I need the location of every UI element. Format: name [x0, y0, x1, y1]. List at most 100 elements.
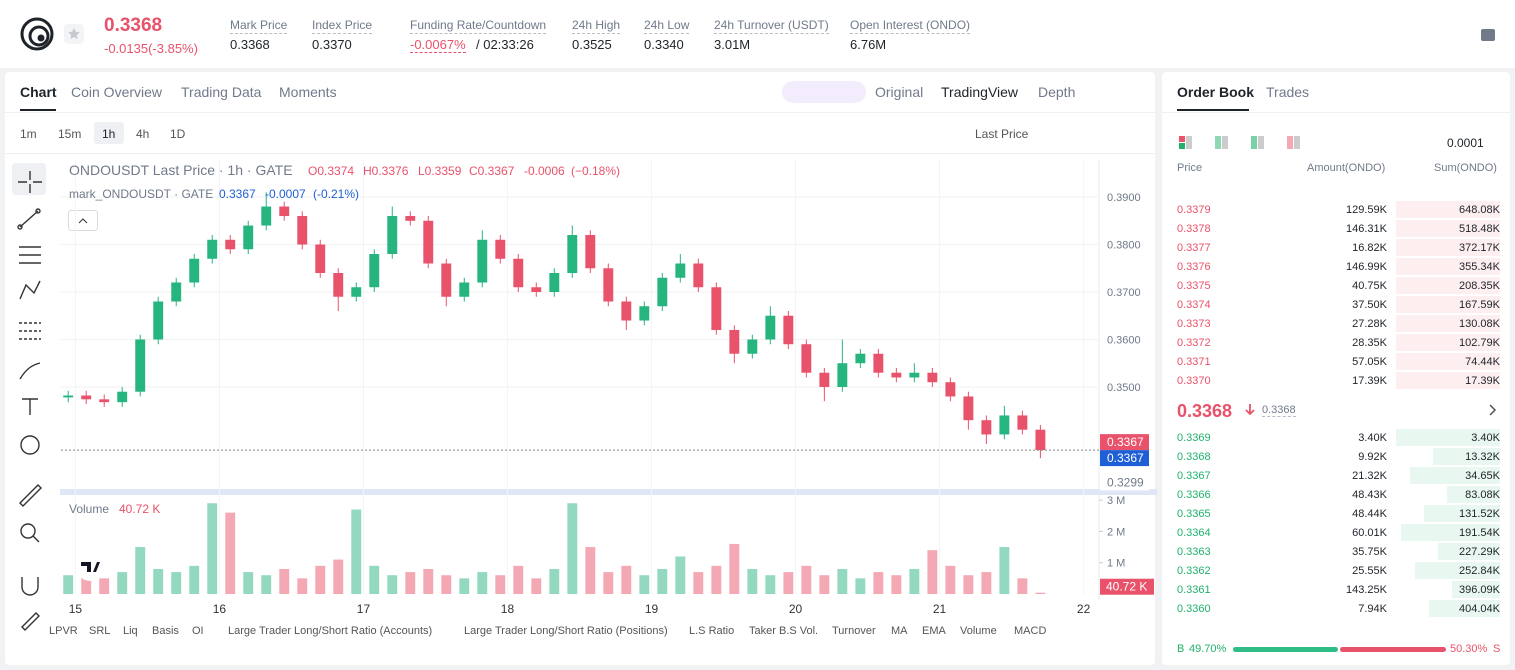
ob-amount: 35.75K	[1352, 546, 1387, 558]
book-layout-icons[interactable]	[1177, 134, 1307, 152]
ob-tab[interactable]: Trades	[1266, 84, 1310, 100]
interval[interactable]: 15m	[58, 127, 82, 141]
candle-body	[891, 372, 902, 378]
volume-bar	[243, 572, 254, 594]
crosshair-tool[interactable]	[12, 163, 46, 195]
indicator[interactable]: MA	[891, 625, 908, 637]
indicator[interactable]: Basis	[152, 625, 179, 637]
indicator[interactable]: Large Trader Long/Short Ratio (Positions…	[464, 625, 668, 637]
view-tab[interactable]: TradingView	[941, 84, 1019, 100]
indicator[interactable]: EMA	[922, 625, 946, 637]
favorite-star[interactable]	[64, 24, 84, 44]
candle-body	[747, 339, 758, 354]
price-type[interactable]: Last Price	[975, 127, 1029, 141]
candle-body	[927, 372, 938, 383]
view-tab[interactable]: Original	[875, 84, 924, 100]
candle-body	[459, 282, 470, 297]
candle-body	[981, 420, 992, 435]
interval[interactable]: 1h	[102, 127, 116, 141]
candle-body	[675, 263, 686, 278]
candle-body	[963, 396, 974, 421]
candle-body	[333, 273, 344, 297]
indicator[interactable]: MACD	[1014, 625, 1047, 637]
depth-bar	[1433, 448, 1500, 465]
chart-tab-underline	[20, 109, 56, 111]
ob-price: 0.3367	[1177, 470, 1211, 482]
price-marker-bg	[1100, 434, 1149, 451]
ob-sum: 3.40K	[1471, 432, 1500, 444]
interval[interactable]: 4h	[136, 127, 150, 141]
depth-bar	[1396, 429, 1500, 446]
chart-tab[interactable]: Trading Data	[181, 84, 262, 100]
view-tab[interactable]: Depth	[1038, 84, 1076, 100]
indicator[interactable]: Large Trader Long/Short Ratio (Accounts)	[228, 625, 433, 637]
volume-bar	[549, 568, 560, 594]
interval[interactable]: 1m	[20, 127, 37, 141]
indicator[interactable]: Turnover	[832, 625, 876, 637]
depth-bar	[1429, 600, 1500, 617]
legend-ohlc: H0.3376	[363, 164, 409, 178]
volume-bar	[153, 568, 164, 594]
ob-amount: 27.28K	[1352, 318, 1387, 330]
candle-body	[837, 363, 848, 387]
ob-tab[interactable]: Order Book	[1177, 84, 1255, 100]
chart: 0.3900 0.3800 0.3700 0.3600 0.3500 3 M 2 M 1 M 1…	[60, 160, 1157, 616]
depth-bar	[1396, 315, 1500, 332]
interval[interactable]: 1D	[170, 127, 186, 141]
candle-body	[549, 273, 560, 292]
depth-bar	[1396, 201, 1500, 218]
x-tick-label: 22	[1077, 602, 1091, 616]
price-marker-bg	[1100, 450, 1149, 467]
candle-body	[873, 353, 884, 373]
indicator[interactable]: SRL	[89, 625, 111, 637]
volume-bar	[999, 547, 1010, 594]
volume-tick-label: 3 M	[1107, 495, 1125, 507]
stat-label: Open Interest (ONDO)	[850, 18, 971, 34]
candle-body	[531, 287, 542, 292]
candle-body	[999, 415, 1010, 435]
indicator[interactable]: Volume	[960, 625, 997, 637]
candle-body	[297, 216, 308, 245]
volume-bar	[117, 572, 128, 594]
indicator[interactable]: L.S Ratio	[689, 625, 735, 637]
ob-amount: 37.50K	[1352, 299, 1387, 311]
ob-amount: 17.39K	[1352, 375, 1387, 387]
indicator[interactable]: Liq	[123, 625, 138, 637]
precision[interactable]: 0.0001	[1447, 136, 1484, 150]
volume-bar	[297, 578, 308, 594]
chart-tab[interactable]: Moments	[279, 84, 337, 100]
ob-amount: 9.92K	[1358, 451, 1387, 463]
pane-separator	[60, 489, 1157, 495]
down-arrow	[1245, 404, 1255, 416]
indicator[interactable]: LPVR	[49, 625, 78, 637]
candle-body	[153, 301, 164, 340]
volume-bar	[657, 568, 668, 594]
chart-tab[interactable]: Coin Overview	[71, 84, 163, 100]
candle-body	[1017, 415, 1028, 430]
candle-body	[441, 263, 452, 297]
indicator[interactable]: Taker B.S Vol.	[749, 625, 819, 637]
candle-body	[513, 258, 524, 288]
legend-ohlc: -0.0006	[524, 164, 565, 178]
volume-bar	[891, 575, 902, 594]
drawing-tools[interactable]	[14, 165, 48, 645]
settings-icon[interactable]	[1481, 29, 1495, 41]
ob-sum: 74.44K	[1465, 356, 1500, 368]
candle-body	[819, 372, 830, 387]
volume-tick-label: 1 M	[1107, 558, 1125, 570]
volume-bar	[567, 503, 578, 594]
volume-bar	[513, 565, 524, 594]
depth-bar	[1396, 334, 1500, 351]
ob-amount: 60.01K	[1352, 527, 1387, 539]
divider	[5, 112, 1155, 113]
mid-price: 0.3368	[1177, 401, 1233, 421]
volume-bar	[801, 565, 812, 594]
ob-amount: 146.31K	[1346, 223, 1387, 235]
indicator[interactable]: OI	[192, 625, 204, 637]
depth-bar	[1396, 239, 1500, 256]
chart-tab[interactable]: Chart	[20, 84, 57, 100]
chevron[interactable]	[1488, 404, 1498, 416]
stat-label: 24h Low	[644, 18, 690, 34]
ob-sum: 83.08K	[1465, 489, 1500, 501]
ob-sum: 34.65K	[1465, 470, 1500, 482]
